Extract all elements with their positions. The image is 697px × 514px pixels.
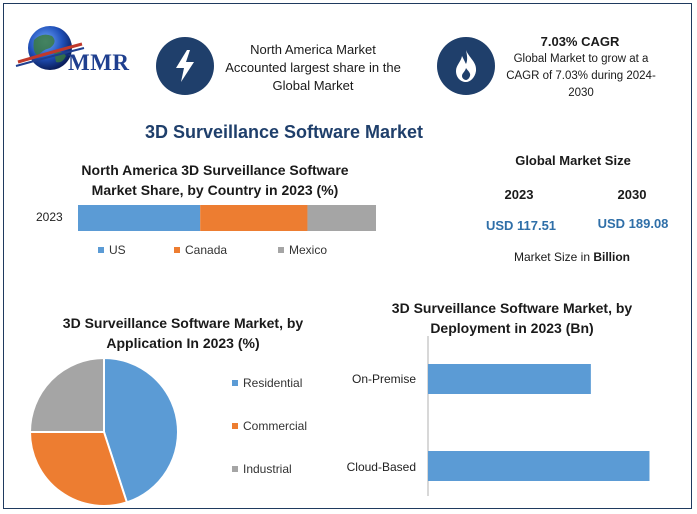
legend-industrial-swatch [232, 466, 238, 472]
globe-logo-icon [15, 26, 85, 70]
pie-slice-industrial [28, 356, 105, 433]
country-bar-segment-mexico [307, 205, 376, 231]
country-chart-title: North America 3D Surveillance Software M… [81, 162, 349, 198]
deployment-chart-title: 3D Surveillance Software Market, by Depl… [391, 300, 633, 336]
pie-slice-commercial [28, 431, 129, 507]
deployment-bar-on-premise [428, 364, 591, 394]
flame-icon-badge [437, 37, 495, 95]
country-chart-category-label: 2023 [36, 210, 63, 224]
deployment-bar-chart [427, 336, 650, 496]
legend-canada-swatch [174, 247, 180, 253]
logo-text: MMR [68, 50, 130, 75]
legend-canada-label: Canada [185, 243, 228, 257]
legend-us-swatch [98, 247, 104, 253]
legend-us: US [98, 243, 126, 257]
legend-residential: Residential [232, 376, 302, 390]
legend-residential-swatch [232, 380, 238, 386]
legend-commercial-label: Commercial [243, 419, 308, 433]
legend-commercial: Commercial [232, 419, 307, 433]
mmr-logo [12, 22, 142, 78]
deployment-bar-cloud-based [428, 451, 650, 481]
market-size-note-prefix: Market Size in [513, 250, 590, 264]
cagr-title: 7.03% CAGR [540, 34, 620, 49]
legend-commercial-swatch [232, 423, 238, 429]
cagr-description: Global Market to grow at a CAGR of 7.03%… [506, 53, 656, 99]
legend-industrial: Industrial [232, 462, 292, 476]
deployment-category-cloud-based: Cloud-Based [346, 460, 416, 474]
page-title: 3D Surveillance Software Market [144, 122, 424, 142]
legend-residential-label: Residential [243, 376, 303, 390]
application-chart-title: 3D Surveillance Software Market, by Appl… [62, 315, 304, 351]
legend-canada: Canada [174, 243, 227, 257]
market-size-value-2023: USD 117.51 [485, 218, 557, 233]
country-stacked-bar-chart [78, 205, 376, 231]
market-size-note: Market Size in Billion [490, 250, 654, 264]
market-size-title: Global Market Size [515, 153, 631, 168]
legend-us-label: US [109, 243, 126, 257]
country-bar-segment-canada [200, 205, 308, 231]
infographic-frame [3, 3, 692, 509]
market-size-note-unit: Billion [593, 250, 631, 264]
legend-mexico-swatch [278, 247, 284, 253]
lightning-icon-badge [156, 37, 214, 95]
pie-slice-residential [103, 356, 179, 504]
legend-mexico: Mexico [278, 243, 327, 257]
deployment-category-on-premise: On-Premise [351, 372, 416, 386]
flame-icon [456, 50, 477, 82]
header-card-text: North America Market Accounted largest s… [225, 42, 401, 93]
market-size-year-2023: 2023 [504, 187, 534, 202]
market-size-value-2030: USD 189.08 [597, 216, 669, 231]
market-size-year-2030: 2030 [617, 187, 647, 202]
lightning-icon [176, 50, 194, 82]
country-bar-segment-us [78, 205, 201, 231]
legend-industrial-label: Industrial [243, 462, 292, 476]
legend-mexico-label: Mexico [289, 243, 328, 257]
application-pie-chart [28, 356, 179, 507]
